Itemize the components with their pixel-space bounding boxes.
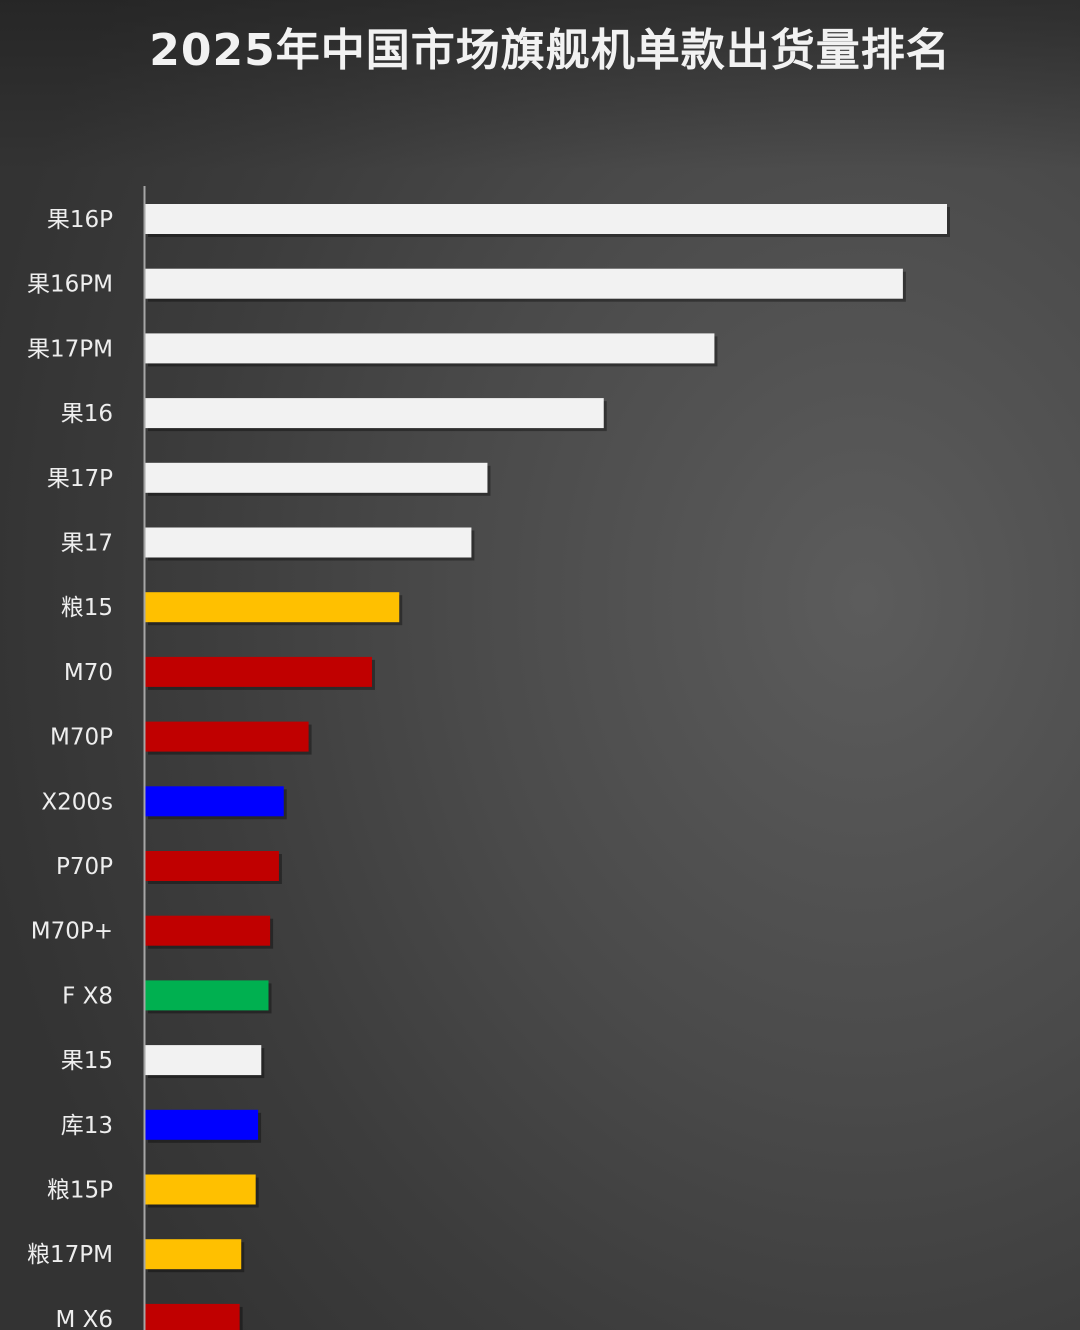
chart-title: 2025年中国市场旗舰机单款出货量排名 [149, 25, 951, 76]
category-label: 果17 [61, 531, 113, 557]
category-label: M70P [50, 725, 113, 751]
category-label: 库13 [61, 1113, 113, 1139]
category-label: X200s [41, 789, 113, 815]
category-label: M X6 [55, 1307, 113, 1330]
category-label: 粮17PM [27, 1242, 113, 1268]
bar [145, 915, 271, 946]
bars-layer [145, 204, 950, 1330]
bar [145, 786, 284, 817]
category-label: P70P [56, 854, 113, 880]
bar [145, 1174, 256, 1205]
bar [145, 268, 903, 299]
category-label: 粮15 [61, 595, 113, 621]
bar [145, 851, 279, 881]
bar [145, 462, 488, 493]
category-label: 果17PM [27, 336, 113, 362]
bar [145, 721, 309, 752]
bar [145, 333, 715, 364]
category-label: 果17P [47, 466, 113, 492]
bar [145, 1109, 259, 1140]
bar [145, 1239, 242, 1270]
category-label: F X8 [62, 983, 113, 1009]
category-label: M70 [64, 660, 113, 686]
bar [145, 980, 269, 1011]
bar [145, 1045, 262, 1076]
bar [145, 656, 372, 687]
bar [145, 592, 400, 623]
category-label: 果16 [61, 401, 113, 427]
category-label: 粮15P [47, 1178, 113, 1204]
category-label: 果16P [47, 207, 113, 233]
bar [145, 398, 604, 429]
category-label: M70P+ [31, 919, 113, 945]
bar [145, 204, 947, 234]
category-label: 果16PM [27, 272, 113, 298]
category-label: 果15 [61, 1048, 113, 1074]
category-labels: 果16P 果16PM 果17PM 果16 果17P 果17 粮15 M70 M70P X200s P… [27, 207, 113, 1330]
bar [145, 527, 472, 558]
bar [145, 1303, 240, 1330]
